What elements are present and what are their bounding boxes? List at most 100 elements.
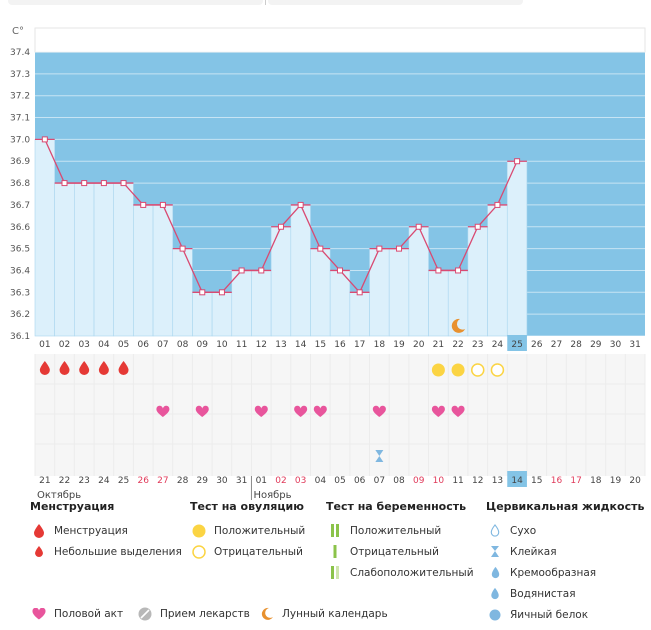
cycle-day-label: 17 <box>354 340 365 350</box>
legend-ovulation-test: Тест на овуляцию Положительный Отрицател… <box>190 500 305 562</box>
legend-item: Отрицательный <box>326 541 474 562</box>
legend-item: Водянистая <box>486 583 644 604</box>
legend-title: Менструация <box>30 500 115 513</box>
menstruation-drop <box>79 361 90 375</box>
calendar-day-label: 25 <box>118 476 129 486</box>
cycle-day-label: 20 <box>413 340 425 350</box>
legend-label: Водянистая <box>510 587 576 600</box>
legend-item: Небольшие выделения <box>30 541 182 562</box>
cycle-day-label: 13 <box>275 340 286 350</box>
watery-icon <box>486 587 504 601</box>
legend-other: Половой акт Прием лекарств Лунный календ… <box>0 603 651 625</box>
temperature-point <box>199 289 206 296</box>
calendar-day-label: 12 <box>472 476 483 486</box>
temperature-point <box>179 245 186 252</box>
y-tick-label: 37.0 <box>10 135 30 145</box>
cycle-day-label: 23 <box>472 340 483 350</box>
cycle-day-label: 25 <box>511 340 522 350</box>
y-tick-label: 36.9 <box>10 157 30 167</box>
calendar-day-label: 23 <box>78 476 89 486</box>
legend-label: Небольшие выделения <box>54 545 182 558</box>
temp-bar <box>211 292 233 337</box>
legend-label: Отрицательный <box>350 545 439 558</box>
calendar-day-label: 03 <box>295 476 306 486</box>
temperature-point <box>297 201 304 208</box>
legend-item: Менструация <box>30 520 182 541</box>
cycle-day-label: 29 <box>590 340 602 350</box>
legend-title: Тест на овуляцию <box>190 500 304 513</box>
temperature-point <box>396 245 403 252</box>
calendar-day-label: 08 <box>393 476 405 486</box>
calendar-day-label: 11 <box>452 476 463 486</box>
y-tick-label: 36.3 <box>10 288 30 298</box>
calendar-day-label: 20 <box>629 476 641 486</box>
legend-item: Сухо <box>486 520 644 541</box>
temperature-point <box>41 136 48 143</box>
calendar-day-label: 29 <box>197 476 209 486</box>
menstruation-drop <box>118 361 129 375</box>
legend-item: Отрицательный <box>190 541 305 562</box>
legend-label: Лунный календарь <box>282 608 388 620</box>
temp-bar <box>310 248 331 337</box>
calendar-day-label: 06 <box>354 476 366 486</box>
legend-item: Прием лекарств <box>136 604 250 625</box>
temp-bar <box>231 270 252 337</box>
bbt-chart: 37.4 37.3 37.2 37.1 37.0 36.9 36.8 36.7 36.6 36.5… <box>10 26 646 501</box>
faint-double-bar-icon <box>326 566 344 580</box>
cycle-day-label: 24 <box>492 340 504 350</box>
calendar-day-label: 21 <box>39 476 50 486</box>
cycle-day-label: 10 <box>216 340 228 350</box>
top-divider <box>265 0 266 5</box>
y-tick-label: 36.5 <box>10 245 30 255</box>
y-tick-label: 37.2 <box>10 92 30 102</box>
temperature-point <box>277 223 284 230</box>
y-tick-label: 36.8 <box>10 179 30 189</box>
legend-item: Клейкая <box>486 541 644 562</box>
cycle-day-label: 02 <box>59 340 70 350</box>
cycle-day-label: 15 <box>315 340 326 350</box>
y-tick-label: 37.4 <box>10 48 30 58</box>
temp-bar <box>506 160 528 337</box>
month-label: Октябрь <box>37 490 81 501</box>
temp-bar <box>152 204 174 337</box>
cycle-day-label: 05 <box>118 340 129 350</box>
calendar-day-label: 30 <box>216 476 228 486</box>
temp-bar <box>329 270 351 337</box>
single-bar-icon <box>326 545 344 559</box>
cycle-day-label: 22 <box>452 340 463 350</box>
moon-icon <box>258 607 276 621</box>
temperature-point <box>415 223 422 230</box>
cycle-day-label: 26 <box>531 340 543 350</box>
calendar-day-label: 24 <box>98 476 110 486</box>
cycle-day-label: 09 <box>197 340 209 350</box>
intercourse-heart <box>313 405 327 417</box>
temperature-point <box>61 180 68 187</box>
temperature-point <box>494 201 501 208</box>
legend-label: Менструация <box>54 524 128 537</box>
ovulation-test-negative <box>490 363 505 377</box>
temp-bar <box>349 292 370 337</box>
heart-icon <box>30 607 48 621</box>
ovulation-test-positive <box>431 363 445 377</box>
calendar-day-label: 28 <box>177 476 189 486</box>
legend-pregnancy-test: Тест на беременность Положительный Отриц… <box>326 500 474 583</box>
cycle-day-label: 12 <box>256 340 267 350</box>
intercourse-heart <box>195 405 209 417</box>
cycle-day-label: 18 <box>374 340 386 350</box>
temperature-point <box>356 289 363 296</box>
temp-bar <box>113 182 134 337</box>
legend-label: Сухо <box>510 524 537 537</box>
intercourse-heart <box>451 405 465 417</box>
chart-area: 37.4 37.3 37.2 37.1 37.0 36.9 36.8 36.7 36.6 36.5… <box>0 8 651 504</box>
calendar-day-label: 27 <box>157 476 168 486</box>
temp-bar <box>172 248 193 337</box>
y-axis-unit: C° <box>12 26 24 37</box>
outline-drop-icon <box>486 524 504 538</box>
cycle-day-label: 14 <box>295 340 307 350</box>
temp-bar <box>487 204 508 337</box>
calendar-day-label: 22 <box>59 476 70 486</box>
empty-circle-icon <box>190 544 208 559</box>
menstruation-drop <box>59 361 70 375</box>
temp-bar <box>133 204 154 337</box>
creamy-icon <box>486 566 504 580</box>
